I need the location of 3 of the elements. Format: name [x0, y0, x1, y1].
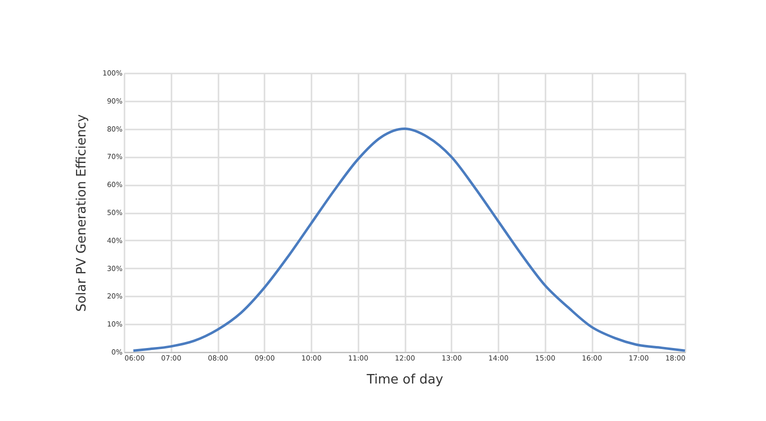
- x-axis-title: Time of day: [366, 372, 444, 388]
- y-axis-title: Solar PV Generation Efficiency: [74, 114, 90, 312]
- line-series: [132, 128, 686, 352]
